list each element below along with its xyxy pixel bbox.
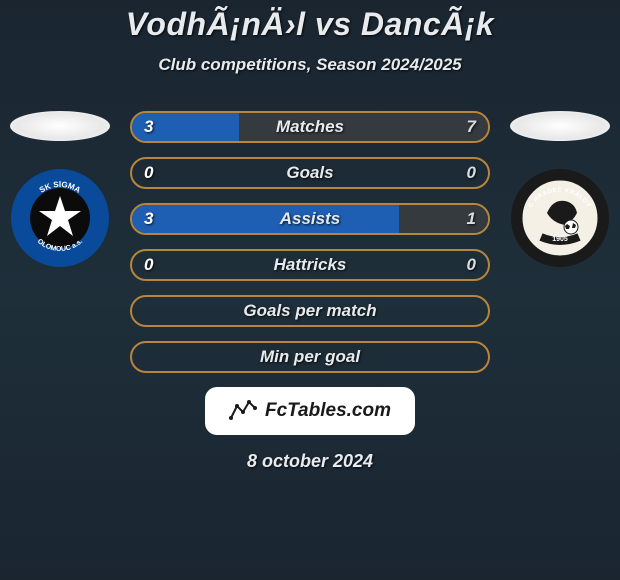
stats-column: 3 Matches 7 0 Goals 0 3 Assists 1 0 Hattricks 0 Goal… [130, 111, 490, 373]
stat-value-right: 0 [467, 255, 476, 275]
stat-label: Goals [286, 163, 333, 183]
left-player-side: SK SIGMA OLOMOUC a.s. [0, 111, 120, 267]
left-avatar-placeholder [10, 111, 110, 141]
date-label: 8 october 2024 [0, 451, 620, 472]
stat-row: 3 Assists 1 [130, 203, 490, 235]
page-subtitle: Club competitions, Season 2024/2025 [0, 55, 620, 75]
stat-label: Assists [280, 209, 340, 229]
brand-badge[interactable]: FcTables.com [205, 387, 415, 435]
stat-row: 0 Hattricks 0 [130, 249, 490, 281]
stat-row: Goals per match [130, 295, 490, 327]
right-avatar-placeholder [510, 111, 610, 141]
stat-label: Goals per match [243, 301, 376, 321]
stat-label: Matches [276, 117, 344, 137]
stat-row: 0 Goals 0 [130, 157, 490, 189]
stat-row: Min per goal [130, 341, 490, 373]
stat-value-left: 0 [144, 255, 153, 275]
stat-row: 3 Matches 7 [130, 111, 490, 143]
comparison-panel: SK SIGMA OLOMOUC a.s. 3 Matches 7 0 Goals 0 3 A… [0, 111, 620, 373]
stat-label: Hattricks [274, 255, 347, 275]
stat-value-right: 0 [467, 163, 476, 183]
stat-value-left: 0 [144, 163, 153, 183]
stat-label: Min per goal [260, 347, 360, 367]
brand-text: FcTables.com [265, 400, 391, 422]
right-team-crest: 1905 FC HRADEC KRÁLOVÉ [511, 169, 609, 267]
chart-icon [229, 398, 259, 424]
stat-fill-left [132, 205, 399, 233]
stat-value-left: 3 [144, 209, 153, 229]
stat-value-left: 3 [144, 117, 153, 137]
stat-value-right: 7 [467, 117, 476, 137]
left-team-crest: SK SIGMA OLOMOUC a.s. [11, 169, 109, 267]
svg-text:1905: 1905 [552, 236, 568, 243]
right-player-side: 1905 FC HRADEC KRÁLOVÉ [500, 111, 620, 267]
page-title: VodhÃ¡nÄ›l vs DancÃ¡k [0, 6, 620, 43]
stat-value-right: 1 [467, 209, 476, 229]
